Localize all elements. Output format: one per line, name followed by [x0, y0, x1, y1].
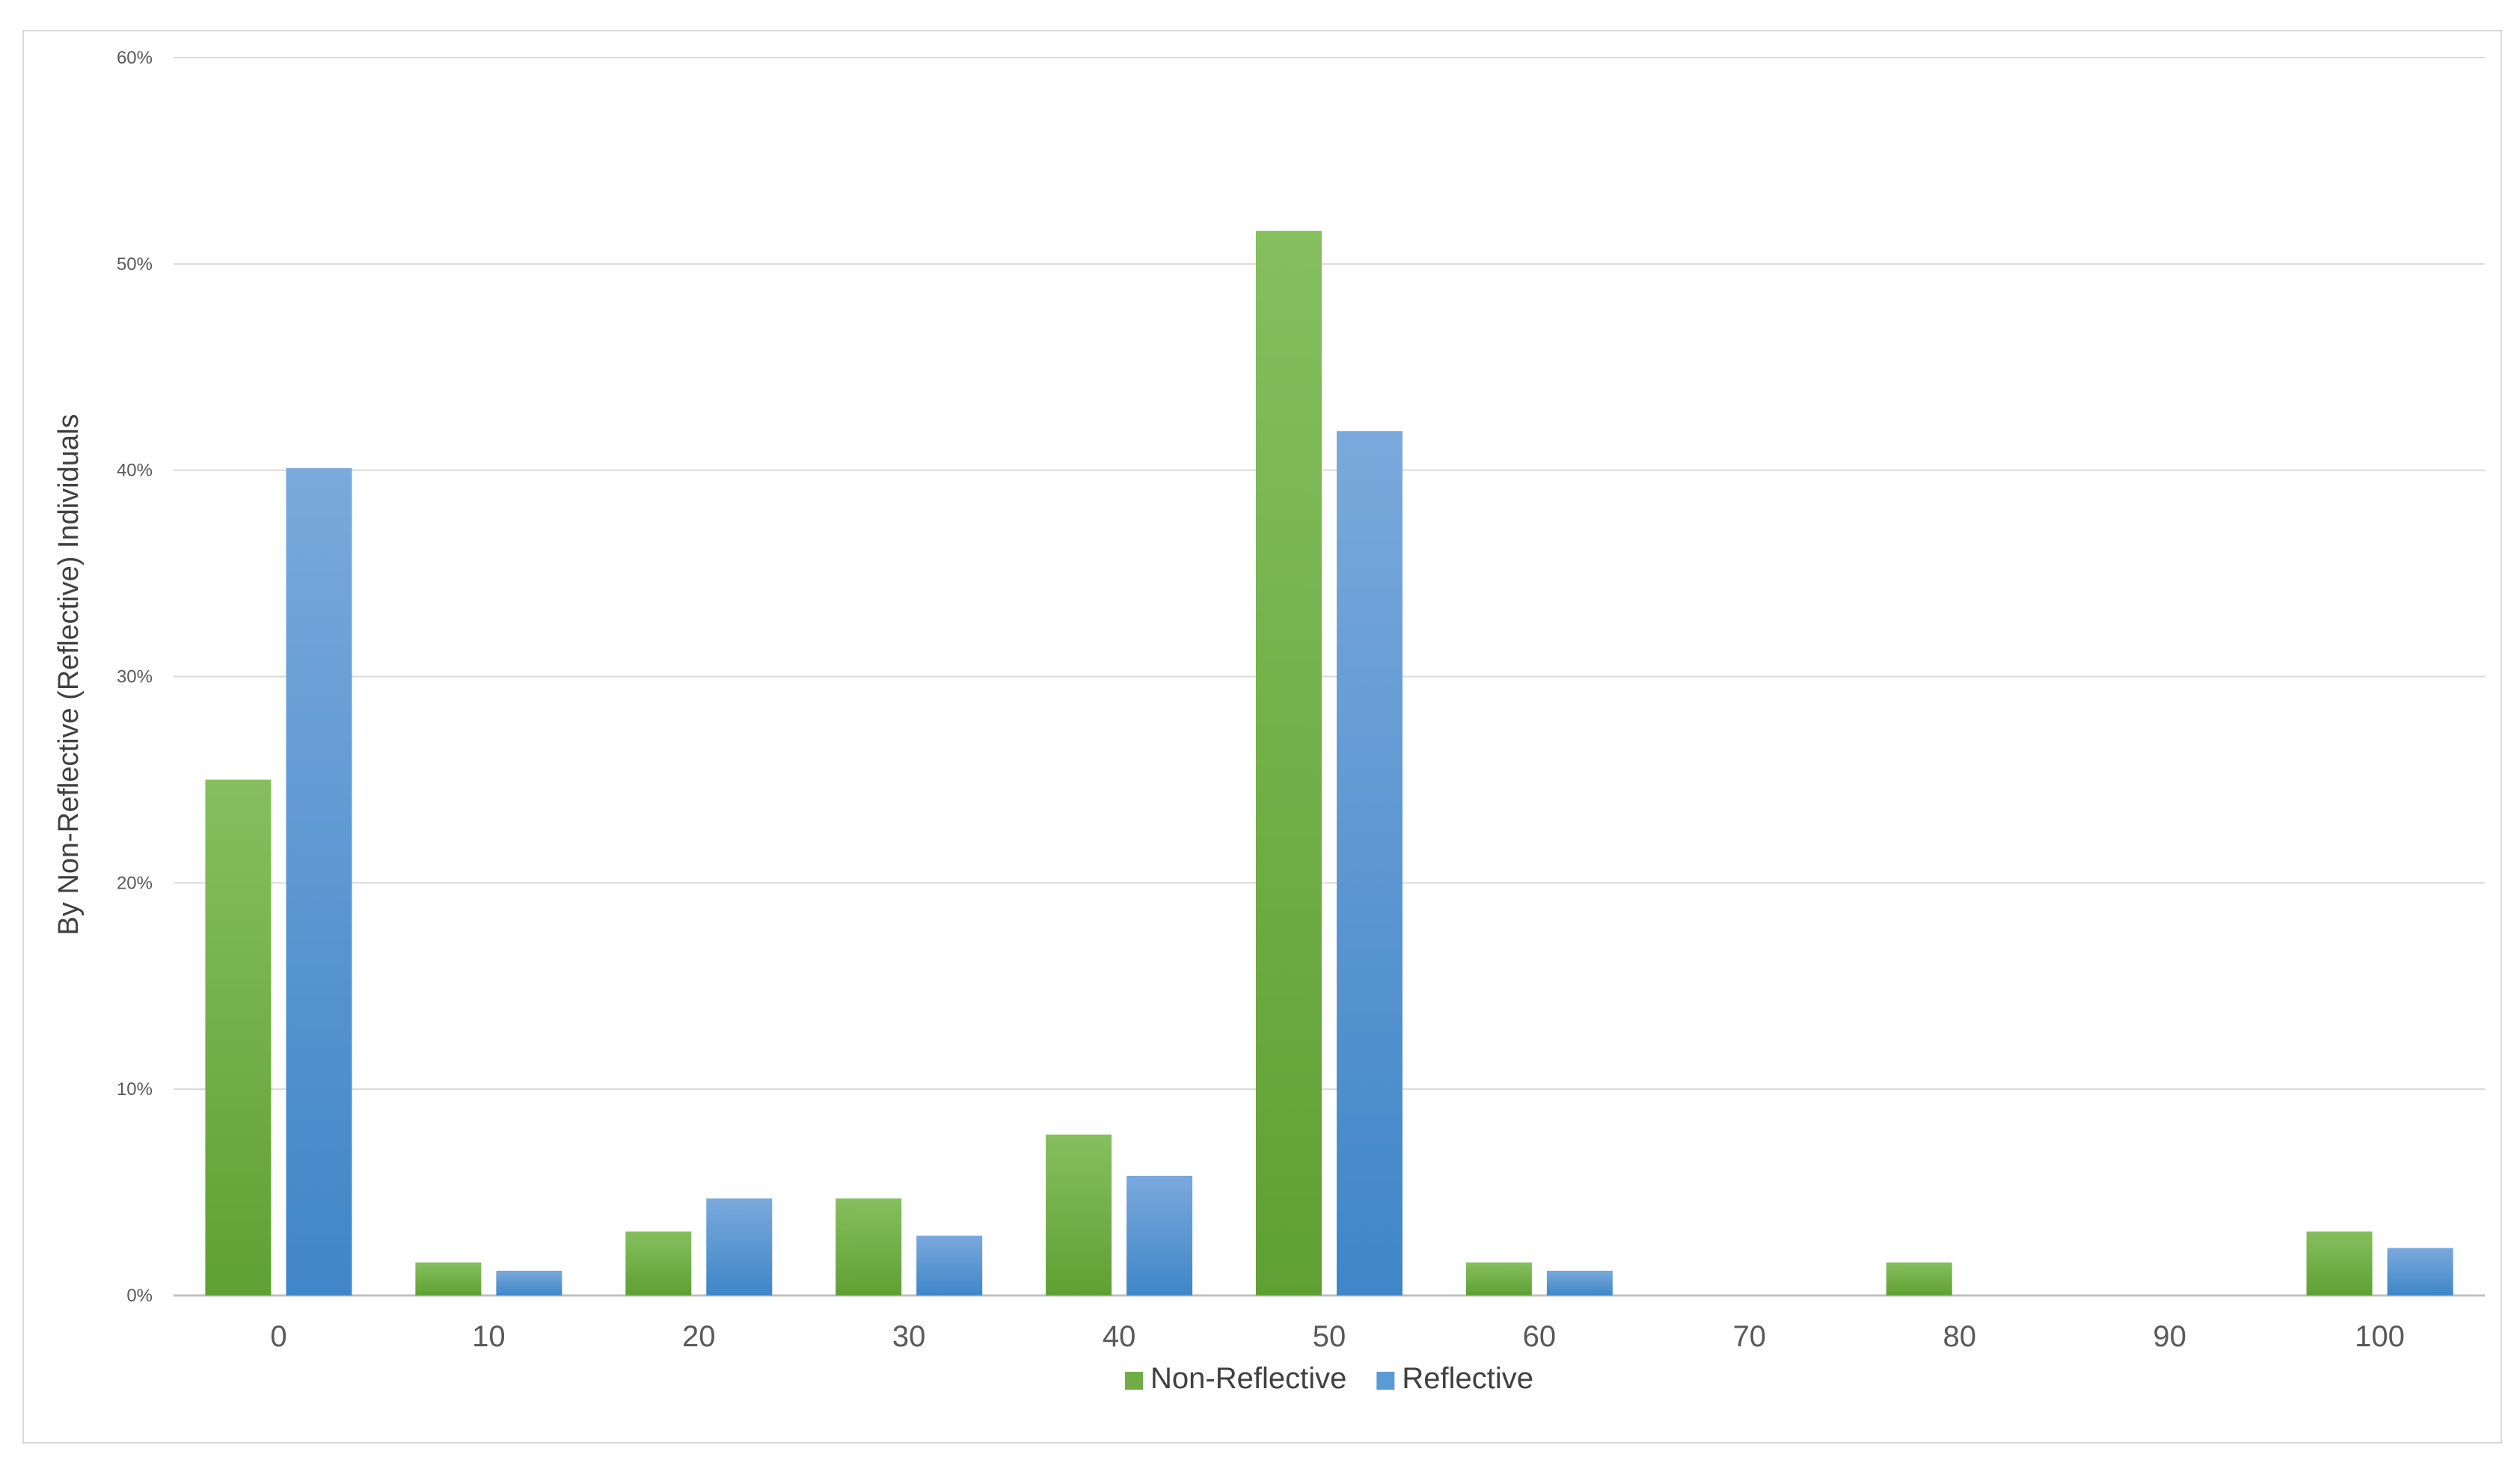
legend-label-reflective: Reflective [1402, 1362, 1533, 1395]
x-tick-label: 90 [2153, 1320, 2186, 1353]
x-tick-label: 70 [1733, 1320, 1767, 1353]
bar-reflective-30 [916, 1236, 983, 1295]
legend-label-non-reflective: Non-Reflective [1150, 1362, 1346, 1395]
bar-reflective-0 [286, 467, 352, 1295]
x-tick-label: 100 [2355, 1320, 2405, 1353]
bar-non-reflective-80 [1886, 1262, 1952, 1295]
x-tick-label: 60 [1523, 1320, 1557, 1353]
bar-non-reflective-30 [836, 1198, 902, 1295]
bar-reflective-40 [1126, 1176, 1193, 1295]
y-axis-ticks: 0% 10% 20% 30% 40% 50% 60% [117, 48, 153, 1306]
bar-non-reflective-50 [1256, 230, 1322, 1296]
x-tick-label: 30 [892, 1320, 926, 1353]
bar-reflective-50 [1337, 431, 1402, 1296]
x-tick-label: 10 [472, 1320, 506, 1353]
y-tick-label: 30% [117, 667, 153, 687]
y-axis-label: By Non-Reflective (Reflective) Individua… [53, 414, 85, 936]
bar-non-reflective-100 [2306, 1231, 2373, 1295]
y-tick-label: 0% [126, 1286, 153, 1306]
x-tick-label: 40 [1103, 1320, 1136, 1353]
bars [205, 230, 2453, 1296]
x-tick-label: 80 [1943, 1320, 1976, 1353]
bar-non-reflective-10 [415, 1262, 482, 1295]
y-tick-label: 50% [117, 254, 153, 275]
bar-chart: 0% 10% 20% 30% 40% 50% 60% 0 10 20 30 40 50 60 70 80 90… [53, 48, 2485, 1395]
x-tick-label: 50 [1313, 1320, 1346, 1353]
bar-non-reflective-20 [625, 1231, 692, 1295]
x-axis-ticks: 0 10 20 30 40 50 60 70 80 90 100 [270, 1320, 2405, 1353]
legend: Non-Reflective Reflective [1125, 1362, 1533, 1395]
bar-reflective-60 [1546, 1270, 1613, 1295]
bar-non-reflective-0 [205, 779, 272, 1295]
y-tick-label: 20% [117, 873, 153, 893]
gridlines [174, 57, 2485, 1297]
y-tick-label: 40% [117, 461, 153, 481]
y-tick-label: 10% [117, 1079, 153, 1100]
y-tick-label: 60% [117, 48, 153, 68]
bar-reflective-10 [496, 1270, 562, 1295]
x-tick-label: 0 [270, 1320, 286, 1353]
legend-swatch-reflective [1376, 1372, 1395, 1390]
x-tick-label: 20 [682, 1320, 716, 1353]
bar-reflective-20 [706, 1198, 773, 1295]
bar-non-reflective-40 [1046, 1134, 1112, 1295]
bar-reflective-100 [2387, 1248, 2453, 1295]
legend-swatch-non-reflective [1125, 1372, 1144, 1390]
chart-frame: 0% 10% 20% 30% 40% 50% 60% 0 10 20 30 40 50 60 70 80 90… [22, 30, 2502, 1444]
bar-non-reflective-60 [1465, 1262, 1532, 1295]
